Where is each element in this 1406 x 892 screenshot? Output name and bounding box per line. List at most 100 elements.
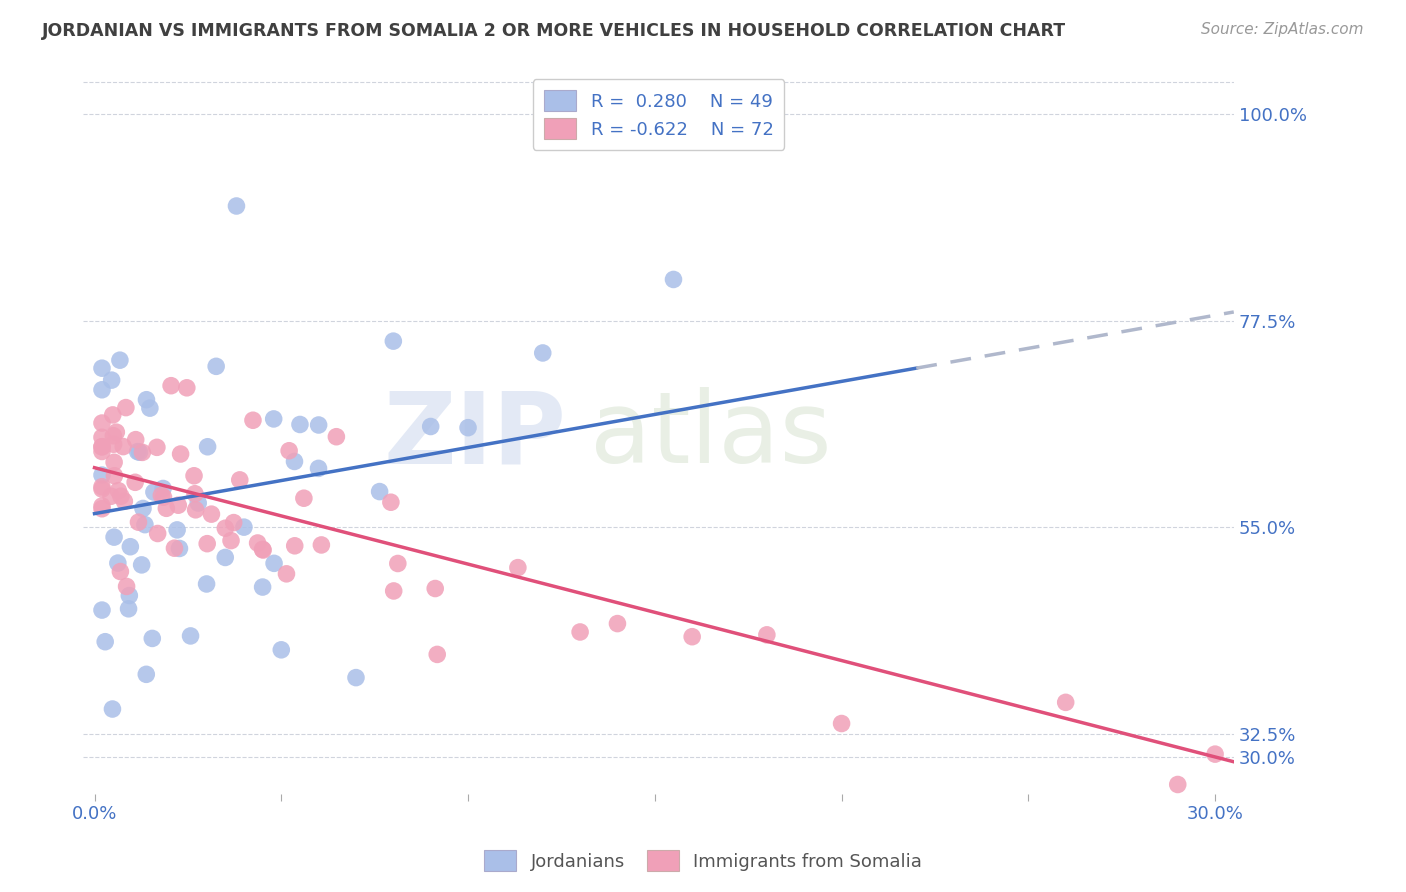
Point bbox=[368, 484, 391, 499]
Point bbox=[197, 440, 219, 454]
Point bbox=[103, 437, 125, 451]
Point bbox=[232, 520, 254, 534]
Point bbox=[311, 538, 333, 552]
Point bbox=[426, 648, 449, 662]
Point bbox=[100, 489, 122, 503]
Text: JORDANIAN VS IMMIGRANTS FROM SOMALIA 2 OR MORE VEHICLES IN HOUSEHOLD CORRELATION: JORDANIAN VS IMMIGRANTS FROM SOMALIA 2 O… bbox=[42, 22, 1066, 40]
Point bbox=[124, 475, 146, 490]
Point bbox=[1054, 695, 1077, 709]
Point bbox=[110, 489, 132, 503]
Point bbox=[132, 501, 155, 516]
Point bbox=[107, 556, 129, 570]
Point bbox=[112, 494, 135, 508]
Point bbox=[183, 468, 205, 483]
Point bbox=[270, 642, 292, 657]
Point bbox=[308, 417, 330, 432]
Point bbox=[146, 526, 169, 541]
Point bbox=[283, 454, 305, 468]
Point bbox=[263, 412, 285, 426]
Point bbox=[308, 461, 330, 475]
Point bbox=[606, 616, 628, 631]
Point bbox=[184, 503, 207, 517]
Point bbox=[91, 499, 114, 513]
Point bbox=[681, 630, 703, 644]
Point bbox=[152, 490, 174, 504]
Point bbox=[134, 517, 156, 532]
Point bbox=[91, 468, 114, 483]
Point bbox=[167, 498, 190, 512]
Point bbox=[146, 440, 169, 454]
Point bbox=[103, 428, 125, 442]
Point bbox=[128, 445, 150, 459]
Point bbox=[103, 530, 125, 544]
Point bbox=[135, 392, 157, 407]
Point bbox=[506, 560, 529, 574]
Point bbox=[112, 440, 135, 454]
Point bbox=[91, 416, 114, 430]
Point bbox=[131, 445, 153, 459]
Point bbox=[214, 521, 236, 535]
Point bbox=[205, 359, 228, 374]
Point bbox=[200, 507, 222, 521]
Point bbox=[531, 346, 554, 360]
Point bbox=[195, 577, 218, 591]
Point bbox=[139, 401, 162, 416]
Point bbox=[219, 533, 242, 548]
Point bbox=[142, 485, 165, 500]
Point bbox=[662, 272, 685, 286]
Point bbox=[284, 539, 307, 553]
Point bbox=[569, 624, 592, 639]
Point bbox=[163, 541, 186, 556]
Point bbox=[831, 716, 853, 731]
Point bbox=[91, 430, 114, 444]
Point bbox=[101, 408, 124, 422]
Point bbox=[169, 541, 191, 556]
Point bbox=[100, 373, 122, 387]
Point bbox=[214, 550, 236, 565]
Point bbox=[150, 488, 173, 502]
Legend: R =  0.280    N = 49, R = -0.622    N = 72: R = 0.280 N = 49, R = -0.622 N = 72 bbox=[533, 79, 785, 150]
Point bbox=[263, 557, 285, 571]
Point bbox=[382, 334, 405, 348]
Point bbox=[276, 566, 298, 581]
Point bbox=[91, 444, 114, 458]
Point bbox=[101, 702, 124, 716]
Point bbox=[91, 603, 114, 617]
Point bbox=[135, 667, 157, 681]
Point bbox=[103, 468, 125, 483]
Point bbox=[1167, 777, 1189, 791]
Point bbox=[246, 536, 269, 550]
Point bbox=[382, 583, 405, 598]
Point bbox=[155, 501, 177, 516]
Point bbox=[252, 580, 274, 594]
Point bbox=[125, 433, 148, 447]
Point bbox=[184, 487, 207, 501]
Text: atlas: atlas bbox=[589, 387, 831, 484]
Point bbox=[91, 383, 114, 397]
Point bbox=[187, 496, 209, 510]
Point bbox=[292, 491, 315, 506]
Point bbox=[91, 501, 114, 516]
Point bbox=[107, 483, 129, 498]
Point bbox=[94, 634, 117, 648]
Point bbox=[115, 579, 138, 593]
Point bbox=[105, 425, 128, 439]
Point bbox=[91, 361, 114, 376]
Point bbox=[91, 440, 114, 454]
Point bbox=[117, 602, 139, 616]
Point bbox=[344, 671, 367, 685]
Point bbox=[252, 542, 274, 557]
Point bbox=[252, 543, 274, 558]
Point bbox=[288, 417, 311, 432]
Point bbox=[152, 482, 174, 496]
Point bbox=[176, 381, 198, 395]
Legend: Jordanians, Immigrants from Somalia: Jordanians, Immigrants from Somalia bbox=[477, 843, 929, 879]
Point bbox=[419, 419, 441, 434]
Point bbox=[195, 536, 218, 550]
Point bbox=[91, 480, 114, 494]
Point bbox=[110, 565, 132, 579]
Point bbox=[108, 353, 131, 368]
Point bbox=[169, 447, 191, 461]
Point bbox=[380, 495, 402, 509]
Point bbox=[166, 523, 188, 537]
